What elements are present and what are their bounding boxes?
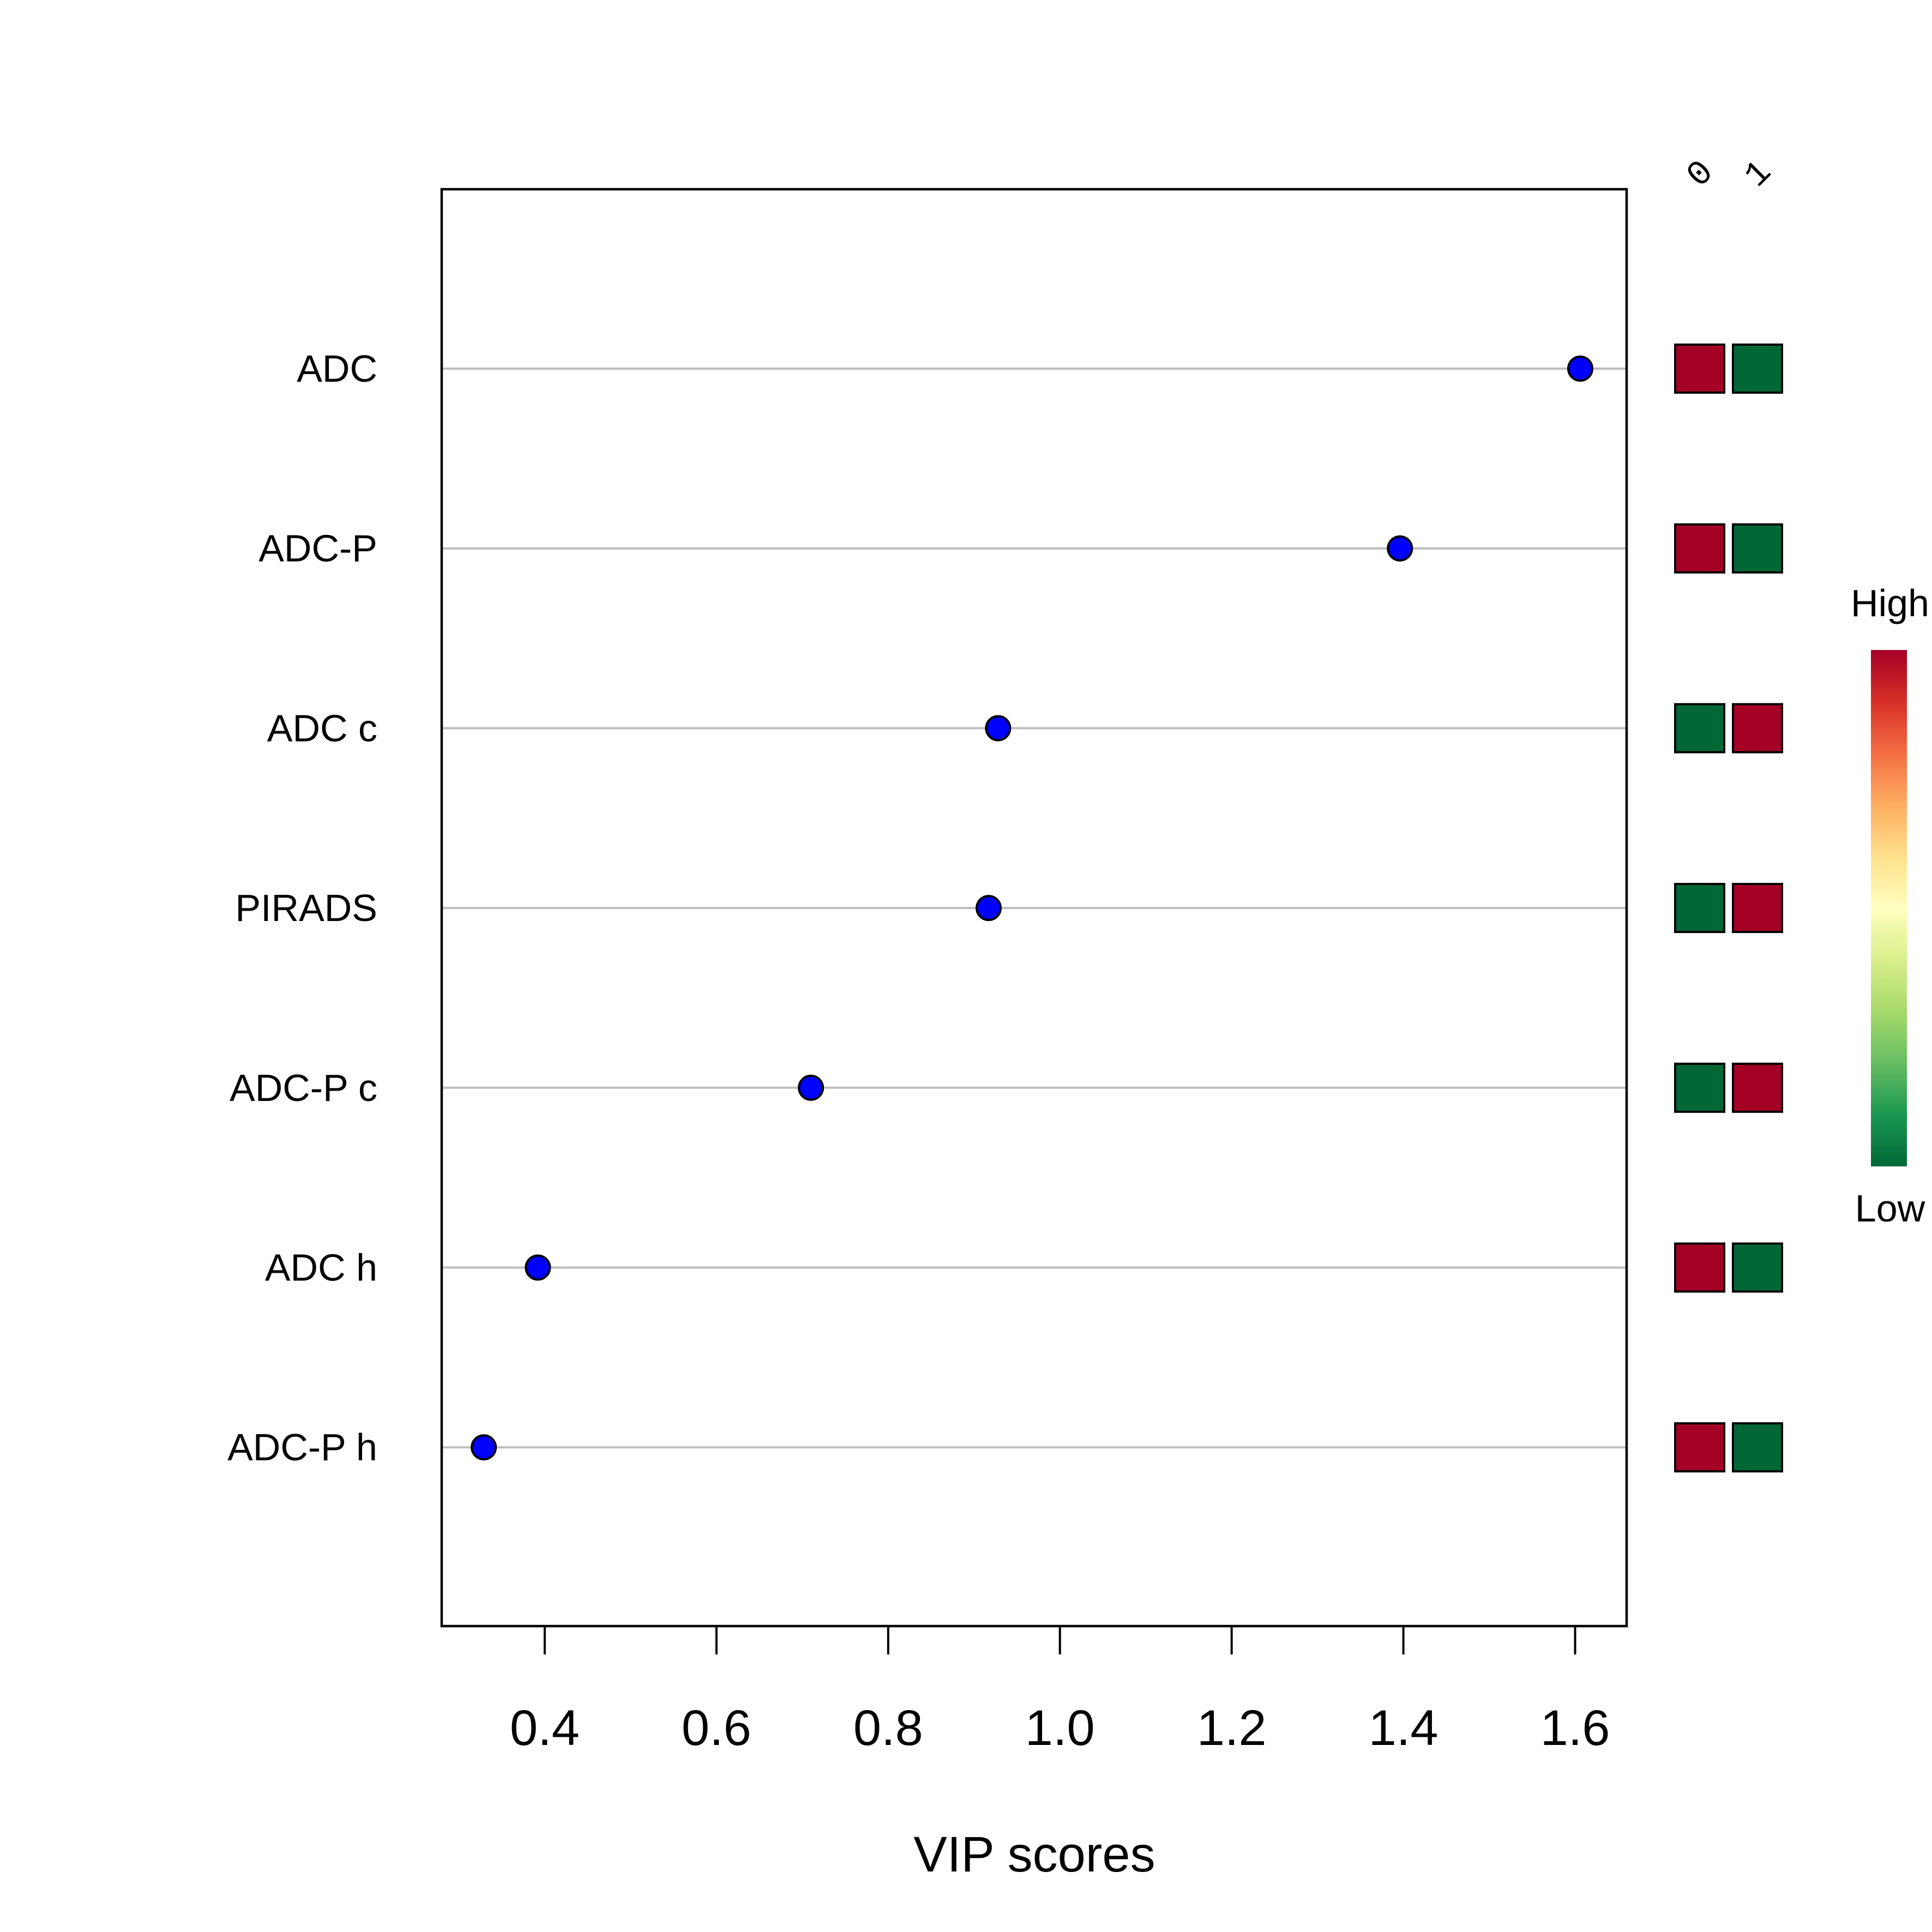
feature-label: PIRADS	[235, 887, 377, 929]
heatmap-cell	[1674, 703, 1725, 754]
heatmap-cell	[1732, 883, 1783, 934]
x-tick-label: 0.4	[510, 1700, 580, 1756]
x-tick-label: 1.6	[1540, 1700, 1610, 1756]
x-axis-label: VIP scores	[913, 1827, 1155, 1882]
vip-point	[798, 1074, 824, 1101]
feature-label: ADC	[297, 347, 377, 390]
heatmap-cell	[1674, 1062, 1725, 1113]
legend-high-label: High	[1851, 582, 1929, 624]
data-points	[471, 356, 1593, 1461]
legend-low-label: Low	[1855, 1187, 1925, 1230]
feature-label: ADC-P h	[227, 1426, 377, 1468]
feature-label: ADC c	[267, 707, 377, 749]
grid-lines	[442, 368, 1627, 1449]
heatmap-column-label: 1	[1737, 153, 1780, 196]
heatmap-cell	[1732, 1242, 1783, 1293]
x-tick-label: 0.8	[853, 1700, 923, 1756]
feature-label: ADC-P c	[230, 1067, 377, 1109]
vip-point	[985, 715, 1012, 742]
vip-point	[471, 1434, 497, 1461]
feature-labels: ADC ADC-P ADC c PIRADS ADC-P c ADC h ADC-P h	[227, 347, 377, 1468]
x-tick-label: 1.2	[1197, 1700, 1267, 1756]
vip-point	[1387, 535, 1413, 562]
vip-point	[976, 895, 1002, 922]
x-tick-label: 0.6	[682, 1700, 751, 1756]
heatmap-column-label: 0	[1680, 153, 1722, 196]
heatmap-cell	[1732, 1422, 1783, 1473]
feature-label: ADC-P	[258, 527, 377, 570]
color-legend: High Low	[1851, 582, 1929, 1230]
heatmap-cell	[1674, 883, 1725, 934]
feature-label: ADC h	[265, 1247, 377, 1289]
heatmap-cell	[1674, 523, 1725, 574]
heatmap-cell	[1732, 344, 1783, 394]
x-tick-label: 1.0	[1025, 1700, 1095, 1756]
heatmap-cell	[1674, 1242, 1725, 1293]
heatmap-cell	[1732, 703, 1783, 754]
legend-gradient-bar	[1871, 650, 1907, 1166]
heatmap-cell	[1674, 344, 1725, 394]
vip-point	[525, 1254, 551, 1281]
heatmap-cell	[1674, 1422, 1725, 1473]
x-tick-label: 1.4	[1369, 1700, 1439, 1756]
vip-point	[1567, 356, 1593, 382]
heatmap-cell	[1732, 1062, 1783, 1113]
x-axis: 0.4 0.6 0.8 1.0 1.2 1.4 1.6	[510, 1625, 1610, 1756]
heatmap-cell	[1732, 523, 1783, 574]
